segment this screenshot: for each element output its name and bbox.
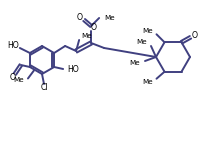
Text: Me: Me xyxy=(129,60,140,66)
Text: O: O xyxy=(192,31,197,40)
Text: Me: Me xyxy=(13,77,24,84)
Text: Me: Me xyxy=(142,28,152,34)
Text: HO: HO xyxy=(7,41,19,51)
Text: Me: Me xyxy=(81,33,92,39)
Text: O: O xyxy=(10,72,16,82)
Text: O: O xyxy=(77,13,83,21)
Text: HO: HO xyxy=(67,66,79,74)
Text: Me: Me xyxy=(142,79,152,85)
Text: O: O xyxy=(91,23,97,33)
Text: Cl: Cl xyxy=(40,84,48,92)
Text: Me: Me xyxy=(104,15,115,21)
Text: Me: Me xyxy=(136,39,147,45)
